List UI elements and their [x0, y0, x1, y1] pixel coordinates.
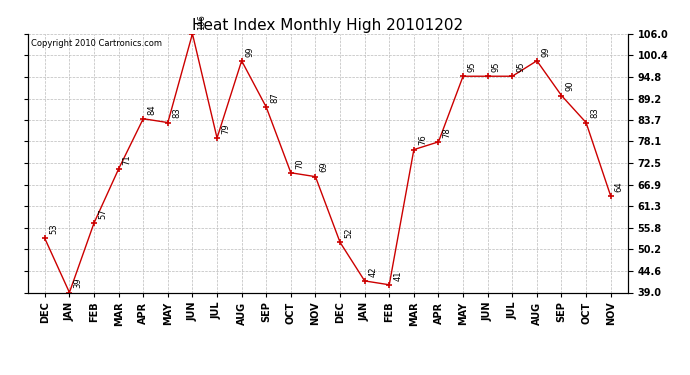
- Text: 57: 57: [98, 208, 107, 219]
- Text: 78: 78: [442, 127, 452, 138]
- Text: 87: 87: [270, 92, 279, 103]
- Text: 52: 52: [344, 228, 353, 238]
- Text: 99: 99: [246, 46, 255, 57]
- Text: 39: 39: [74, 278, 83, 288]
- Text: 95: 95: [516, 62, 526, 72]
- Text: 76: 76: [418, 135, 427, 146]
- Text: 95: 95: [467, 62, 476, 72]
- Text: 84: 84: [148, 104, 157, 114]
- Text: 69: 69: [319, 162, 328, 172]
- Text: Copyright 2010 Cartronics.com: Copyright 2010 Cartronics.com: [30, 39, 161, 48]
- Text: 79: 79: [221, 123, 230, 134]
- Text: 95: 95: [492, 62, 501, 72]
- Text: 70: 70: [295, 158, 304, 169]
- Text: 83: 83: [590, 108, 599, 118]
- Title: Heat Index Monthly High 20101202: Heat Index Monthly High 20101202: [193, 18, 463, 33]
- Text: 41: 41: [393, 270, 402, 280]
- Text: 90: 90: [566, 81, 575, 92]
- Text: 83: 83: [172, 108, 181, 118]
- Text: 64: 64: [615, 181, 624, 192]
- Text: 99: 99: [541, 46, 550, 57]
- Text: 71: 71: [123, 154, 132, 165]
- Text: 42: 42: [369, 266, 378, 277]
- Text: 106: 106: [197, 14, 206, 30]
- Text: 53: 53: [49, 224, 58, 234]
